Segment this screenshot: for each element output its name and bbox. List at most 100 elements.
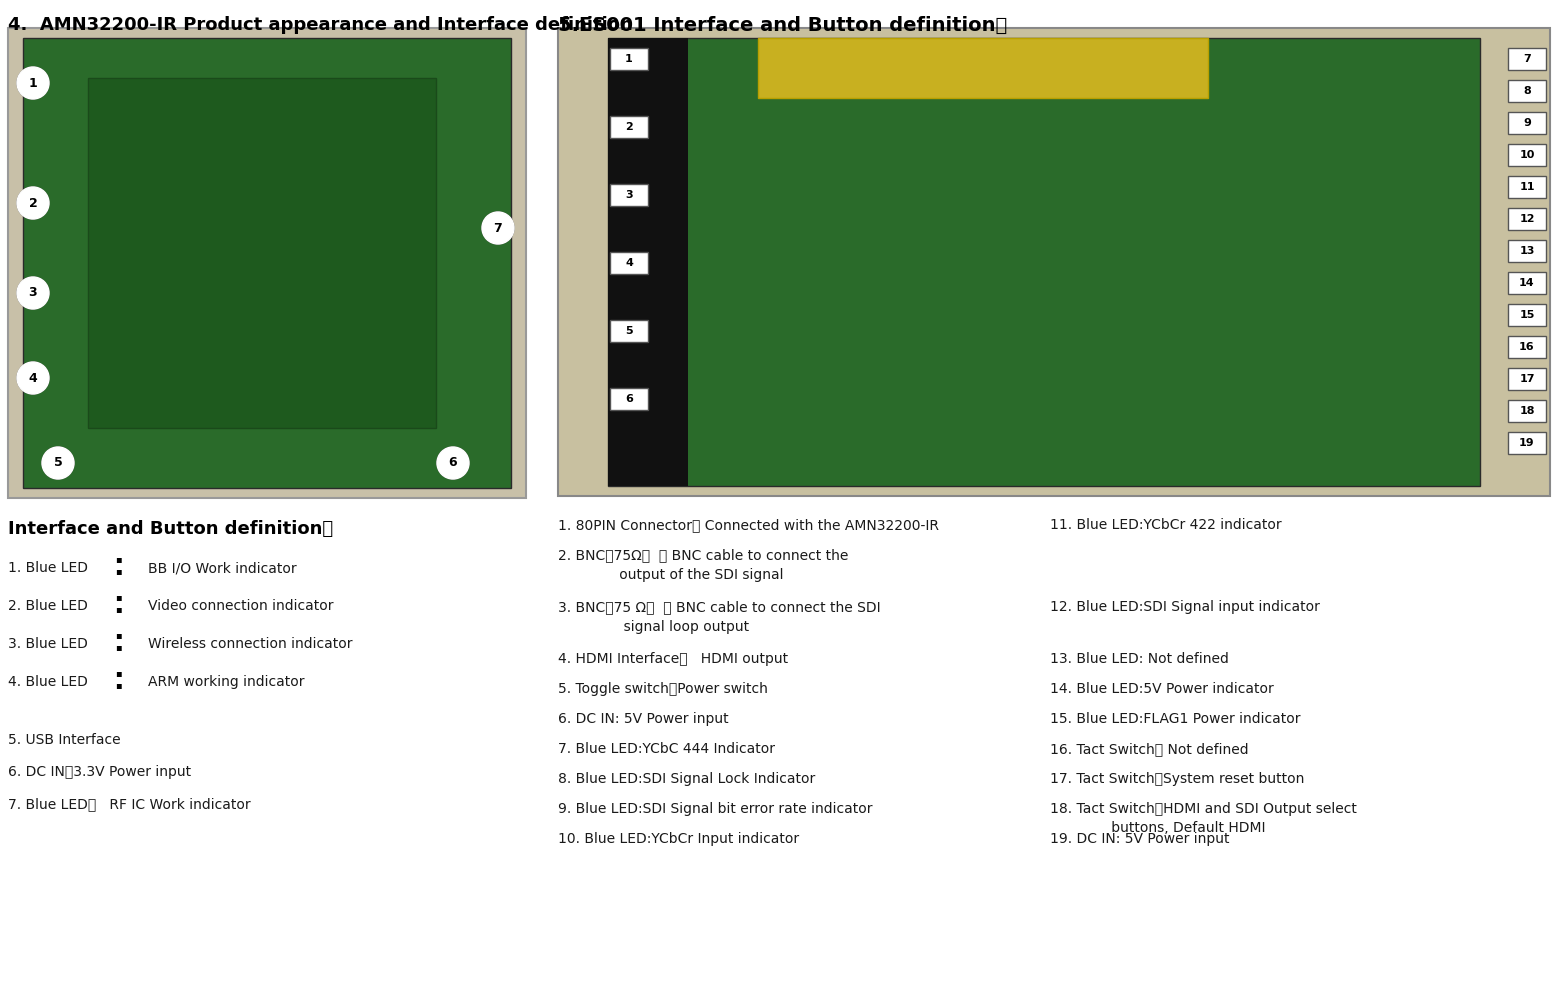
Text: 3: 3: [28, 286, 37, 299]
Text: 7: 7: [1524, 54, 1532, 64]
Text: 5. USB Interface: 5. USB Interface: [8, 733, 120, 747]
Text: 4: 4: [28, 371, 37, 384]
Text: 9: 9: [1524, 118, 1532, 128]
Text: 11. Blue LED:YCbCr 422 indicator: 11. Blue LED:YCbCr 422 indicator: [1050, 518, 1282, 532]
Circle shape: [481, 212, 514, 244]
Text: 3. BNC（75 Ω）  ： BNC cable to connect the SDI
               signal loop output: 3. BNC（75 Ω） ： BNC cable to connect the …: [558, 600, 880, 634]
Text: 15. Blue LED:FLAG1 Power indicator: 15. Blue LED:FLAG1 Power indicator: [1050, 712, 1301, 726]
Text: 7: 7: [494, 222, 502, 235]
Bar: [611, 116, 648, 138]
Text: 2. Blue LED: 2. Blue LED: [8, 599, 87, 613]
Circle shape: [17, 67, 48, 99]
Bar: [1508, 176, 1546, 198]
Text: 14. Blue LED:5V Power indicator: 14. Blue LED:5V Power indicator: [1050, 682, 1274, 696]
Text: 17: 17: [1519, 374, 1535, 384]
Text: 5: 5: [625, 326, 633, 336]
Text: ARM working indicator: ARM working indicator: [148, 675, 304, 689]
Text: 6. DC IN: 5V Power input: 6. DC IN: 5V Power input: [558, 712, 729, 726]
Text: 4: 4: [625, 258, 633, 268]
Text: 16: 16: [1519, 342, 1535, 352]
Bar: [1508, 272, 1546, 294]
Circle shape: [17, 187, 48, 219]
Text: 9. Blue LED:SDI Signal bit error rate indicator: 9. Blue LED:SDI Signal bit error rate in…: [558, 802, 872, 816]
Bar: [611, 48, 648, 70]
Text: 15: 15: [1519, 310, 1535, 320]
Bar: [759, 38, 1207, 98]
Text: BB I/O Work indicator: BB I/O Work indicator: [148, 561, 296, 575]
Bar: [1508, 208, 1546, 230]
Text: ▪: ▪: [115, 592, 122, 602]
Text: 16. Tact Switch： Not defined: 16. Tact Switch： Not defined: [1050, 742, 1248, 756]
Bar: [1508, 80, 1546, 102]
Circle shape: [17, 362, 48, 394]
Text: 6: 6: [449, 456, 458, 469]
Text: ▪: ▪: [115, 554, 122, 564]
Text: ▪: ▪: [115, 566, 122, 576]
Text: 1. 80PIN Connector： Connected with the AMN32200-IR: 1. 80PIN Connector： Connected with the A…: [558, 518, 939, 532]
Text: 4. HDMI Interface：   HDMI output: 4. HDMI Interface： HDMI output: [558, 652, 788, 666]
Text: 6. DC IN：3.3V Power input: 6. DC IN：3.3V Power input: [8, 765, 192, 779]
Text: 11: 11: [1519, 182, 1535, 192]
Bar: [611, 388, 648, 410]
Bar: [1508, 240, 1546, 262]
Text: 4.  AMN32200-IR Product appearance and Interface definition: 4. AMN32200-IR Product appearance and In…: [8, 16, 633, 34]
Bar: [608, 38, 689, 486]
Text: 1: 1: [28, 77, 37, 90]
Text: 5.ES001 Interface and Button definition：: 5.ES001 Interface and Button definition：: [558, 16, 1008, 35]
Text: 1: 1: [625, 54, 633, 64]
Text: 12. Blue LED:SDI Signal input indicator: 12. Blue LED:SDI Signal input indicator: [1050, 600, 1320, 614]
Text: 7. Blue LED：   RF IC Work indicator: 7. Blue LED： RF IC Work indicator: [8, 797, 251, 811]
Text: 12: 12: [1519, 214, 1535, 224]
Bar: [1508, 48, 1546, 70]
Circle shape: [17, 277, 48, 309]
Text: ▪: ▪: [115, 668, 122, 678]
Bar: [1508, 144, 1546, 166]
Text: 13. Blue LED: Not defined: 13. Blue LED: Not defined: [1050, 652, 1229, 666]
Bar: [1508, 112, 1546, 134]
Text: 14: 14: [1519, 278, 1535, 288]
Bar: [611, 184, 648, 206]
Bar: [23, 38, 511, 488]
Text: 5. Toggle switch：Power switch: 5. Toggle switch：Power switch: [558, 682, 768, 696]
Text: 8. Blue LED:SDI Signal Lock Indicator: 8. Blue LED:SDI Signal Lock Indicator: [558, 772, 815, 786]
Text: 19: 19: [1519, 438, 1535, 448]
Bar: [1508, 368, 1546, 390]
Text: ▪: ▪: [115, 680, 122, 690]
Text: 3: 3: [625, 190, 633, 200]
Text: 1. Blue LED: 1. Blue LED: [8, 561, 87, 575]
Text: 4. Blue LED: 4. Blue LED: [8, 675, 87, 689]
Bar: [608, 38, 1480, 486]
Text: ▪: ▪: [115, 642, 122, 652]
Text: 5: 5: [53, 456, 62, 469]
Text: 18: 18: [1519, 406, 1535, 416]
Text: 7. Blue LED:YCbC 444 Indicator: 7. Blue LED:YCbC 444 Indicator: [558, 742, 774, 756]
Bar: [1508, 336, 1546, 358]
Text: 2: 2: [625, 122, 633, 132]
Circle shape: [42, 447, 73, 479]
Text: 17. Tact Switch：System reset button: 17. Tact Switch：System reset button: [1050, 772, 1304, 786]
Text: Video connection indicator: Video connection indicator: [148, 599, 333, 613]
Bar: [8, 28, 527, 498]
Text: 2: 2: [28, 197, 37, 210]
Text: ▪: ▪: [115, 630, 122, 640]
Text: 8: 8: [1524, 86, 1532, 96]
Bar: [611, 320, 648, 342]
Text: 2. BNC（75Ω）  ： BNC cable to connect the
              output of the SDI signal: 2. BNC（75Ω） ： BNC cable to connect the o…: [558, 548, 849, 582]
Bar: [558, 28, 1550, 496]
Text: 18. Tact Switch：HDMI and SDI Output select
              buttons, Default HDMI: 18. Tact Switch：HDMI and SDI Output sele…: [1050, 802, 1357, 835]
Bar: [611, 252, 648, 274]
Bar: [1508, 432, 1546, 454]
Bar: [1508, 400, 1546, 422]
Text: 3. Blue LED: 3. Blue LED: [8, 637, 87, 651]
Text: 6: 6: [625, 394, 633, 404]
Text: 13: 13: [1519, 246, 1535, 256]
Text: ▪: ▪: [115, 604, 122, 614]
Text: 19. DC IN: 5V Power input: 19. DC IN: 5V Power input: [1050, 832, 1229, 846]
Text: 10. Blue LED:YCbCr Input indicator: 10. Blue LED:YCbCr Input indicator: [558, 832, 799, 846]
Circle shape: [436, 447, 469, 479]
Text: Interface and Button definition：: Interface and Button definition：: [8, 520, 333, 538]
Bar: [87, 78, 436, 428]
Text: Wireless connection indicator: Wireless connection indicator: [148, 637, 352, 651]
Bar: [1508, 304, 1546, 326]
Text: 10: 10: [1519, 150, 1535, 160]
